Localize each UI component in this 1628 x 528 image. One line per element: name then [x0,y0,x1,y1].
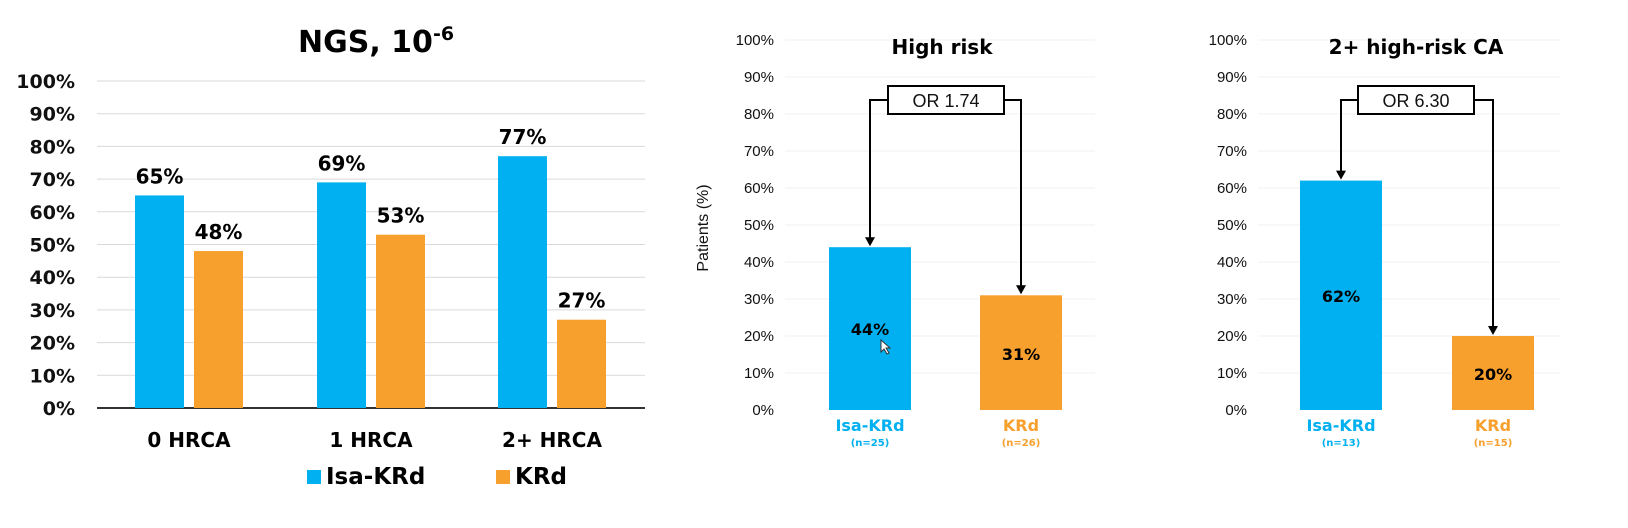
y-tick-label: 90% [1217,69,1247,86]
x-tick-sublabel: (n=15) [1474,438,1513,449]
bar-isa-krd [498,156,547,408]
bar-krd [557,319,606,408]
arrowhead [1336,170,1346,180]
y-axis-label: Patients (%) [695,184,712,271]
y-tick-label: 80% [744,106,774,123]
y-tick-label: 10% [30,365,75,387]
data-label: 65% [136,164,184,188]
y-tick-label: 70% [744,143,774,160]
arrowhead [1016,285,1026,295]
y-tick-label: 70% [1217,143,1247,160]
y-tick-label: 0% [43,398,75,420]
data-label: 31% [1002,345,1040,364]
x-tick-label: 2+ HRCA [502,428,602,452]
x-tick-sublabel: (n=13) [1322,438,1361,449]
annotation-connector [869,99,888,240]
y-tick-label: 70% [30,169,75,191]
legend-label: Isa-KRd [326,464,425,490]
y-tick-label: 100% [736,32,774,49]
y-tick-label: 90% [744,69,774,86]
cursor-icon [880,338,892,355]
x-tick-sublabel: (n=26) [1002,438,1041,449]
y-tick-label: 60% [30,202,75,224]
data-label: 69% [318,151,366,175]
bar-isa-krd [1300,180,1382,410]
legend-swatch [496,470,510,484]
x-tick-label: Isa-KRd [835,416,904,435]
x-tick-label: Isa-KRd [1306,416,1375,435]
y-tick-label: 10% [1217,365,1247,382]
y-tick-label: 90% [30,104,75,126]
y-tick-label: 30% [744,291,774,308]
bar-isa-krd [135,195,184,408]
y-tick-label: 30% [1217,291,1247,308]
data-label: 27% [558,289,606,313]
y-tick-label: 40% [30,267,75,289]
x-tick-sublabel: (n=25) [851,438,890,449]
bar-isa-krd [829,247,911,410]
x-tick-label: 1 HRCA [329,428,413,452]
legend-label: KRd [515,464,567,490]
annotation-box [887,85,1005,115]
annotation-connector [1004,99,1022,288]
y-tick-label: 100% [16,71,75,93]
legend-swatch [307,470,321,484]
data-label: 44% [851,320,889,339]
bar-krd [194,251,243,408]
y-tick-label: 100% [1209,32,1247,49]
data-label: 77% [499,125,547,149]
bar-krd [980,295,1062,410]
x-tick-label: KRd [1475,416,1511,435]
data-label: 53% [377,204,425,228]
y-tick-label: 60% [1217,180,1247,197]
y-tick-label: 10% [744,365,774,382]
y-tick-label: 80% [30,136,75,158]
data-label: 62% [1322,287,1360,306]
chart-title: High risk [891,35,993,59]
bar-isa-krd [317,182,366,408]
y-tick-label: 40% [1217,254,1247,271]
y-tick-label: 20% [744,328,774,345]
y-tick-label: 60% [744,180,774,197]
bar-krd [376,234,425,408]
annotation-text: OR 1.74 [912,91,979,111]
x-tick-label: KRd [1003,416,1039,435]
annotation-box [1357,85,1475,115]
y-tick-label: 50% [30,235,75,257]
y-tick-label: 0% [1225,402,1247,419]
data-label: 48% [195,220,243,244]
y-tick-label: 0% [752,402,774,419]
y-tick-label: 40% [744,254,774,271]
chart-title: NGS, 10-6 [298,23,454,60]
y-tick-label: 30% [30,300,75,322]
y-tick-label: 20% [1217,328,1247,345]
y-tick-label: 20% [30,333,75,355]
x-tick-label: 0 HRCA [147,428,231,452]
y-tick-label: 50% [744,217,774,234]
annotation-connector [1340,99,1358,173]
data-label: 20% [1474,365,1512,384]
arrowhead [865,237,875,247]
chart-title-superscript: -6 [433,23,454,45]
bar-krd [1452,336,1534,410]
annotation-text: OR 6.30 [1382,91,1449,111]
annotation-connector [1474,99,1494,328]
arrowhead [1488,326,1498,335]
y-tick-label: 80% [1217,106,1247,123]
y-tick-label: 50% [1217,217,1247,234]
chart-title: 2+ high-risk CA [1329,35,1504,59]
